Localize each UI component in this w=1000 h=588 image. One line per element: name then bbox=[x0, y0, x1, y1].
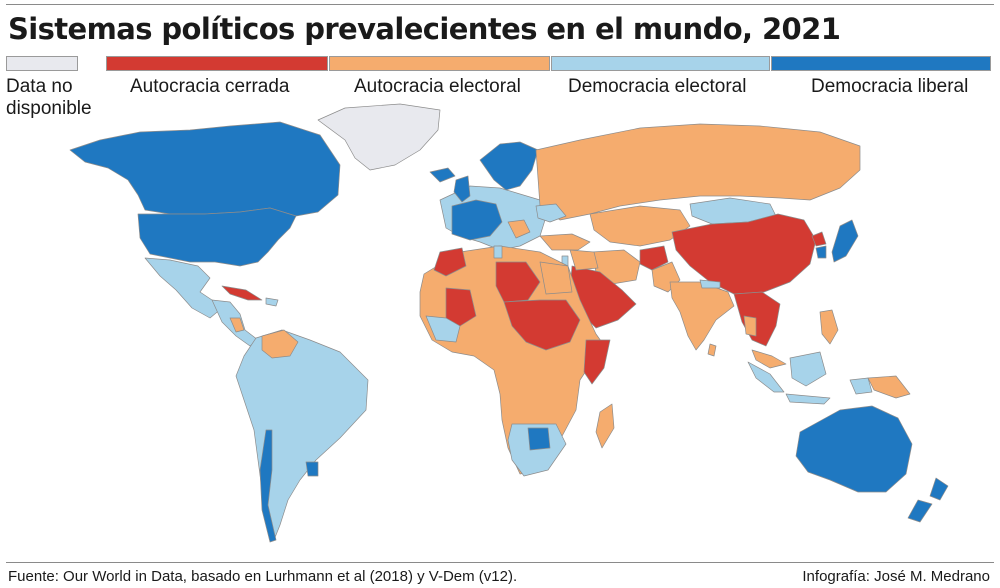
legend-swatch-autocracia-electoral bbox=[329, 56, 550, 71]
region-china bbox=[671, 213, 817, 295]
region-png bbox=[867, 375, 911, 399]
region-southern-africa bbox=[507, 423, 567, 477]
region-iraq bbox=[569, 249, 599, 271]
region-south-america bbox=[235, 329, 369, 541]
region-indochina bbox=[733, 291, 781, 347]
region-new-zealand-south bbox=[907, 499, 933, 523]
region-west-africa bbox=[425, 315, 461, 343]
region-new-zealand bbox=[929, 477, 949, 501]
region-north-korea bbox=[811, 231, 827, 247]
world-map bbox=[69, 103, 949, 543]
region-uruguay bbox=[305, 461, 319, 477]
legend-label-na: Data no disponible bbox=[6, 76, 92, 119]
region-tunisia bbox=[493, 245, 503, 259]
legend-swatch-democracia-liberal bbox=[771, 56, 991, 71]
region-indonesia-sumatra bbox=[747, 361, 785, 393]
legend-swatch-autocracia-cerrada bbox=[106, 56, 328, 71]
region-ukraine bbox=[535, 203, 567, 223]
region-nicaragua bbox=[229, 317, 245, 333]
legend-swatch-na bbox=[6, 56, 78, 71]
region-venezuela bbox=[261, 329, 299, 359]
region-botswana bbox=[527, 427, 551, 451]
region-egypt bbox=[539, 261, 573, 295]
region-chile bbox=[259, 429, 277, 543]
region-mexico bbox=[144, 257, 223, 319]
legend-label-democracia-electoral: Democracia electoral bbox=[568, 76, 747, 97]
legend-label-autocracia-electoral: Autocracia electoral bbox=[354, 76, 521, 97]
region-morocco bbox=[433, 247, 467, 277]
region-caribbean bbox=[265, 297, 279, 307]
region-mali bbox=[445, 287, 477, 327]
region-madagascar bbox=[595, 403, 615, 449]
region-chad-sudan bbox=[503, 299, 581, 351]
legend-label-democracia-liberal: Democracia liberal bbox=[811, 76, 969, 97]
region-malaysia bbox=[751, 349, 787, 369]
region-south-korea bbox=[815, 245, 827, 259]
legend-swatch-democracia-electoral bbox=[551, 56, 770, 71]
top-rule bbox=[6, 4, 994, 5]
region-cuba bbox=[221, 285, 263, 301]
region-turkey bbox=[539, 233, 591, 251]
region-borneo bbox=[789, 351, 827, 387]
legend-label-autocracia-cerrada: Autocracia cerrada bbox=[130, 76, 290, 97]
bottom-rule bbox=[6, 562, 994, 563]
region-greenland bbox=[317, 103, 441, 171]
region-west-papua bbox=[849, 377, 873, 395]
credit-note: Infografía: José M. Medrano bbox=[802, 568, 990, 585]
region-central-asia bbox=[589, 205, 691, 247]
region-iceland bbox=[429, 167, 456, 183]
region-india bbox=[669, 281, 735, 351]
region-scandinavia bbox=[479, 141, 539, 191]
region-sri-lanka bbox=[707, 343, 717, 357]
region-nepal bbox=[699, 279, 721, 289]
source-note: Fuente: Our World in Data, basado en Lur… bbox=[8, 568, 518, 585]
region-philippines bbox=[819, 309, 839, 345]
region-japan bbox=[831, 219, 859, 263]
region-balkans bbox=[507, 219, 531, 239]
map-title: Sistemas políticos prevalecientes en el … bbox=[8, 12, 841, 46]
region-somalia bbox=[583, 339, 611, 385]
region-australia bbox=[795, 405, 913, 493]
region-uk bbox=[453, 175, 471, 203]
region-thailand bbox=[743, 315, 757, 337]
region-usa bbox=[137, 207, 297, 267]
region-afghanistan bbox=[639, 245, 669, 271]
region-canada-alaska bbox=[69, 121, 341, 217]
region-libya bbox=[495, 261, 541, 303]
region-western-europe bbox=[451, 199, 503, 241]
region-indonesia-java bbox=[785, 393, 831, 405]
